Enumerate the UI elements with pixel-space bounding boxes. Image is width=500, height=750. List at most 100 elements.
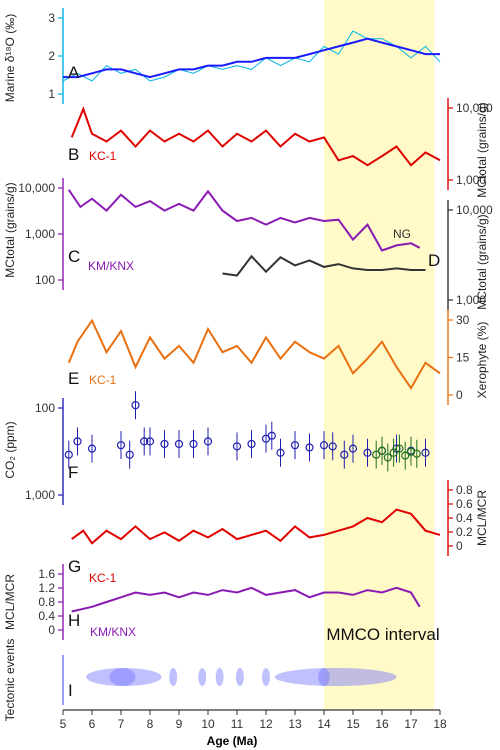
y-tick-label: 100: [35, 401, 55, 415]
data-point: [406, 447, 416, 456]
y-tick-label: 1.6: [38, 567, 55, 581]
tectonic-event: [215, 668, 224, 686]
y-tick-label: 10,000: [18, 181, 55, 195]
data-point: [232, 442, 242, 451]
data-point: [319, 441, 329, 450]
tectonic-event: [86, 668, 162, 686]
series-line-a: [62, 30, 441, 82]
y-tick-label: 0.4: [38, 609, 55, 623]
y-tick-label: 0: [456, 539, 463, 553]
series-label-b: KC-1: [89, 149, 117, 163]
x-tick-label: 5: [60, 717, 67, 731]
y-tick-label: 0.4: [456, 511, 473, 525]
panel-f: 100 1,000 CO₂ (ppm) F: [3, 391, 430, 505]
x-tick-label: 12: [259, 717, 273, 731]
panel-label-e: E: [68, 369, 79, 388]
tectonic-event: [274, 668, 397, 686]
x-tick-label: 16: [375, 717, 389, 731]
series-line-b: [70, 106, 441, 167]
tectonic-event: [169, 668, 178, 686]
y-tick-label: 1.2: [38, 581, 55, 595]
series-line-h: [71, 586, 421, 613]
data-point: [247, 439, 256, 449]
series-line-e: [67, 318, 441, 390]
y-tick-label: 0: [456, 388, 463, 402]
y-tick-label: 0.8: [38, 595, 55, 609]
x-tick-label: 14: [317, 717, 331, 731]
panel-h: 1.61.20.80.40 MCL/MCR H KM/KNX: [3, 564, 421, 640]
data-point: [189, 439, 198, 449]
y-tick-label: 15: [456, 351, 470, 365]
y-axis-title-g: MCL/MCR: [475, 490, 489, 546]
data-point: [145, 437, 155, 446]
y-tick-label: 10,000: [456, 203, 493, 217]
mmco-label: MMCO interval: [326, 625, 439, 644]
data-point: [421, 448, 430, 457]
y-axis-title-i: Tectonic events: [3, 639, 17, 722]
panel-label-f: F: [68, 463, 78, 482]
data-point: [73, 437, 82, 446]
y-tick-label: 2: [48, 49, 55, 63]
panel-label-c: C: [68, 247, 80, 266]
y-tick-label: 1,000: [25, 227, 55, 241]
y-tick-label: 10,000: [456, 101, 493, 115]
series-label-e: KC-1: [89, 373, 117, 387]
series-line-d: [222, 254, 426, 277]
data-point: [401, 451, 410, 460]
panel-g: 0.80.60.40.20 MCL/MCR G KC-1: [68, 480, 489, 585]
x-tick-label: 8: [147, 717, 154, 731]
y-tick-label: 1,000: [25, 488, 55, 502]
y-axis-title-c: MCtotal (grains/g): [3, 182, 17, 277]
y-tick-label: 0.6: [456, 497, 473, 511]
x-tick-label: 6: [89, 717, 96, 731]
y-tick-label: 1,000: [456, 293, 486, 307]
panel-c: 10,000 1,000 100 MCtotal (grains/g) C KM/KNX: [3, 178, 421, 290]
series-line-a: [63, 37, 440, 79]
y-tick-label: 0.8: [456, 483, 473, 497]
y-axis-title-d: MCtotal (grains/g): [475, 214, 489, 309]
x-tick-label: 7: [118, 717, 125, 731]
data-point: [363, 448, 372, 457]
data-point: [348, 444, 358, 453]
x-tick-label: 18: [433, 717, 447, 731]
series-label-c: KM/KNX: [88, 259, 134, 273]
tectonic-event: [318, 668, 330, 686]
y-axis-title-a: Marine δ¹⁸O (‰): [3, 14, 17, 102]
series-line-g: [71, 508, 441, 545]
series-label-g: KC-1: [89, 571, 117, 585]
series-line-c: [67, 189, 421, 252]
y-tick-label: 100: [35, 273, 55, 287]
data-point: [203, 437, 213, 446]
data-point: [64, 450, 73, 459]
data-point: [131, 401, 140, 410]
data-point: [340, 450, 349, 459]
y-tick-label: 3: [48, 11, 55, 25]
y-axis-title-h: MCL/MCR: [3, 574, 17, 630]
panel-e: 30 15 0 Xerophyte (%) E KC-1: [67, 310, 489, 405]
panel-i: Tectonic events I: [3, 639, 397, 722]
data-point: [395, 444, 404, 453]
x-tick-label: 15: [346, 717, 360, 731]
panel-a: 3 2 1 Marine δ¹⁸O (‰) A: [3, 8, 441, 104]
series-label-h: KM/KNX: [90, 625, 136, 639]
panel-label-g: G: [68, 557, 81, 576]
data-point: [305, 443, 314, 452]
tectonic-event: [198, 668, 207, 686]
y-axis-title-e: Xerophyte (%): [475, 322, 489, 399]
y-tick-label: 1: [48, 87, 55, 101]
data-point: [377, 446, 387, 455]
data-point: [116, 441, 126, 450]
y-tick-label: 30: [456, 313, 470, 327]
y-tick-label: 0: [48, 623, 55, 637]
panel-label-d: D: [428, 251, 440, 270]
panel-label-h: H: [68, 611, 80, 630]
panel-label-a: A: [68, 63, 80, 82]
y-tick-label: 0.2: [456, 525, 473, 539]
data-point: [389, 448, 398, 457]
y-axis-title-f: CO₂ (ppm): [3, 421, 17, 478]
data-point: [383, 453, 392, 462]
data-point: [174, 439, 184, 449]
